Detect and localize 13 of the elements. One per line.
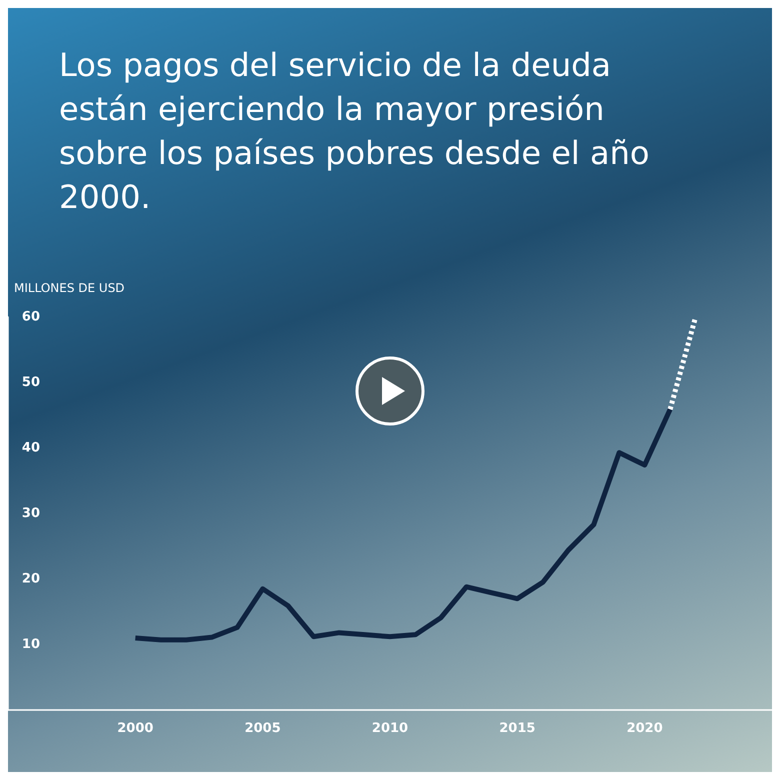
y-tick-label: 30 — [22, 506, 40, 521]
x-tick-label: 2005 — [244, 721, 281, 736]
chart-title: Los pagos del servicio de la deuda están ejerciendo la mayor presión sobre los países pobres desde el año 2000. — [59, 46, 660, 216]
y-tick-label: 40 — [22, 440, 40, 456]
y-tick-label: 20 — [22, 572, 40, 586]
x-tick-label: 2000 — [117, 721, 154, 736]
y-tick-label: 10 — [22, 637, 40, 652]
y-tick-label: 50 — [22, 375, 40, 390]
y-axis-title: MILLONES DE USD — [14, 281, 125, 295]
y-tick-label: 60 — [22, 310, 40, 324]
x-tick-label: 2020 — [626, 721, 663, 736]
x-tick-label: 2010 — [372, 721, 408, 736]
x-tick-label: 2015 — [499, 721, 536, 736]
